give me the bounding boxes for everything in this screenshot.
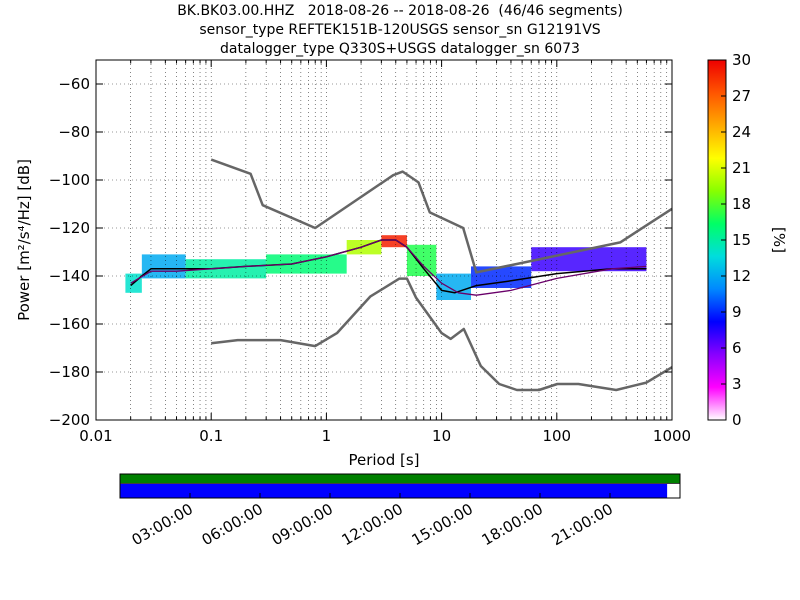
colorbar-label: [%] — [770, 227, 788, 253]
colorbar-tick-label: 30 — [732, 51, 751, 69]
ppsd-density — [125, 235, 647, 300]
title-line-1: BK.BK03.00.HHZ 2018-08-26 -- 2018-08-26 … — [177, 3, 623, 19]
y-tick-label: −200 — [49, 411, 90, 429]
time-tick-label: 21:00:00 — [549, 500, 616, 549]
colorbar-tick-label: 15 — [732, 231, 751, 249]
density-band — [436, 273, 472, 300]
x-tick-label: 0.1 — [199, 427, 223, 445]
time-tick-label: 03:00:00 — [129, 500, 196, 549]
y-tick-label: −60 — [58, 75, 90, 93]
x-axis-label: Period [s] — [348, 451, 419, 469]
colorbar-tick-label: 21 — [732, 159, 751, 177]
time-tick-label: 09:00:00 — [269, 500, 336, 549]
density-band — [381, 235, 407, 248]
y-tick-label: −80 — [58, 123, 90, 141]
time-tick-label: 18:00:00 — [479, 500, 546, 549]
x-tick-label: 10 — [432, 427, 451, 445]
y-tick-label: −140 — [49, 267, 90, 285]
time-tick-label: 15:00:00 — [409, 500, 476, 549]
colorbar-tick-label: 12 — [732, 267, 751, 285]
density-band — [471, 266, 532, 288]
y-tick-label: −120 — [49, 219, 90, 237]
colorbar-tick-label: 0 — [732, 411, 742, 429]
time-tick-label: 06:00:00 — [199, 500, 266, 549]
noise-model-high-line — [210, 158, 673, 274]
plot-frame — [95, 59, 673, 421]
density-band — [141, 254, 186, 279]
y-axis-label: Power [m²/s⁴/Hz] [dB] — [15, 159, 33, 321]
colorbar-tick-label: 9 — [732, 303, 742, 321]
colorbar-tick-label: 24 — [732, 123, 751, 141]
noise-model-low-line — [211, 277, 673, 392]
density-band — [406, 244, 437, 276]
coverage-segments-bar — [120, 474, 680, 483]
x-tick-label: 1000 — [653, 427, 691, 445]
x-tick-label: 1 — [322, 427, 332, 445]
time-tick-label: 12:00:00 — [339, 500, 406, 549]
colorbar-tick-label: 3 — [732, 375, 742, 393]
coverage-data-bar — [120, 484, 668, 498]
title-line-2: sensor_type REFTEK151B-120USGS sensor_sn… — [199, 22, 601, 38]
colorbar-tick-label: 27 — [732, 87, 751, 105]
colorbar-tick-label: 18 — [732, 195, 751, 213]
y-tick-label: −180 — [49, 363, 90, 381]
colorbar-tick-label: 6 — [732, 339, 742, 357]
y-tick-label: −100 — [49, 171, 90, 189]
x-tick-label: 0.01 — [79, 427, 112, 445]
y-tick-label: −160 — [49, 315, 90, 333]
mean-line — [130, 239, 647, 296]
x-tick-label: 100 — [542, 427, 571, 445]
title-line-3: datalogger_type Q330S+USGS datalogger_sn… — [220, 41, 580, 57]
